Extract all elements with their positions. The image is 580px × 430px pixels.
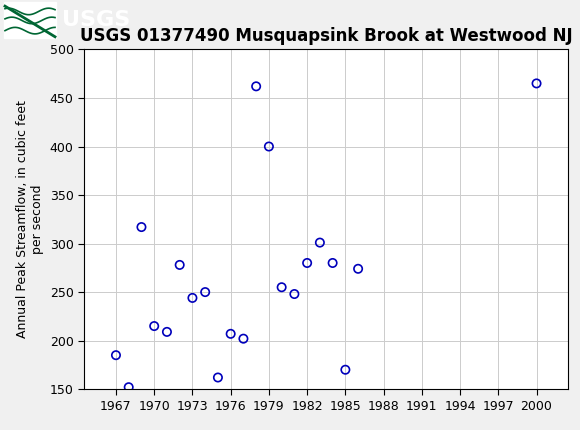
Point	[264, 143, 274, 150]
Point	[353, 265, 362, 272]
Title: USGS 01377490 Musquapsink Brook at Westwood NJ: USGS 01377490 Musquapsink Brook at Westw…	[80, 27, 572, 45]
Point	[188, 295, 197, 301]
FancyBboxPatch shape	[4, 3, 56, 38]
Point	[340, 366, 350, 373]
Point	[201, 289, 210, 295]
Point	[252, 83, 261, 90]
Point	[316, 239, 325, 246]
Point	[137, 224, 146, 230]
Y-axis label: Annual Peak Streamflow, in cubic feet
per second: Annual Peak Streamflow, in cubic feet pe…	[16, 100, 44, 338]
Point	[303, 260, 312, 267]
Point	[226, 330, 235, 337]
Point	[532, 80, 541, 87]
Point	[150, 322, 159, 329]
Point	[162, 329, 172, 335]
Point	[277, 284, 287, 291]
Point	[213, 374, 223, 381]
Point	[290, 291, 299, 298]
Point	[239, 335, 248, 342]
Point	[111, 352, 121, 359]
Point	[175, 261, 184, 268]
Point	[328, 260, 337, 267]
Text: USGS: USGS	[62, 10, 130, 31]
Point	[124, 384, 133, 390]
